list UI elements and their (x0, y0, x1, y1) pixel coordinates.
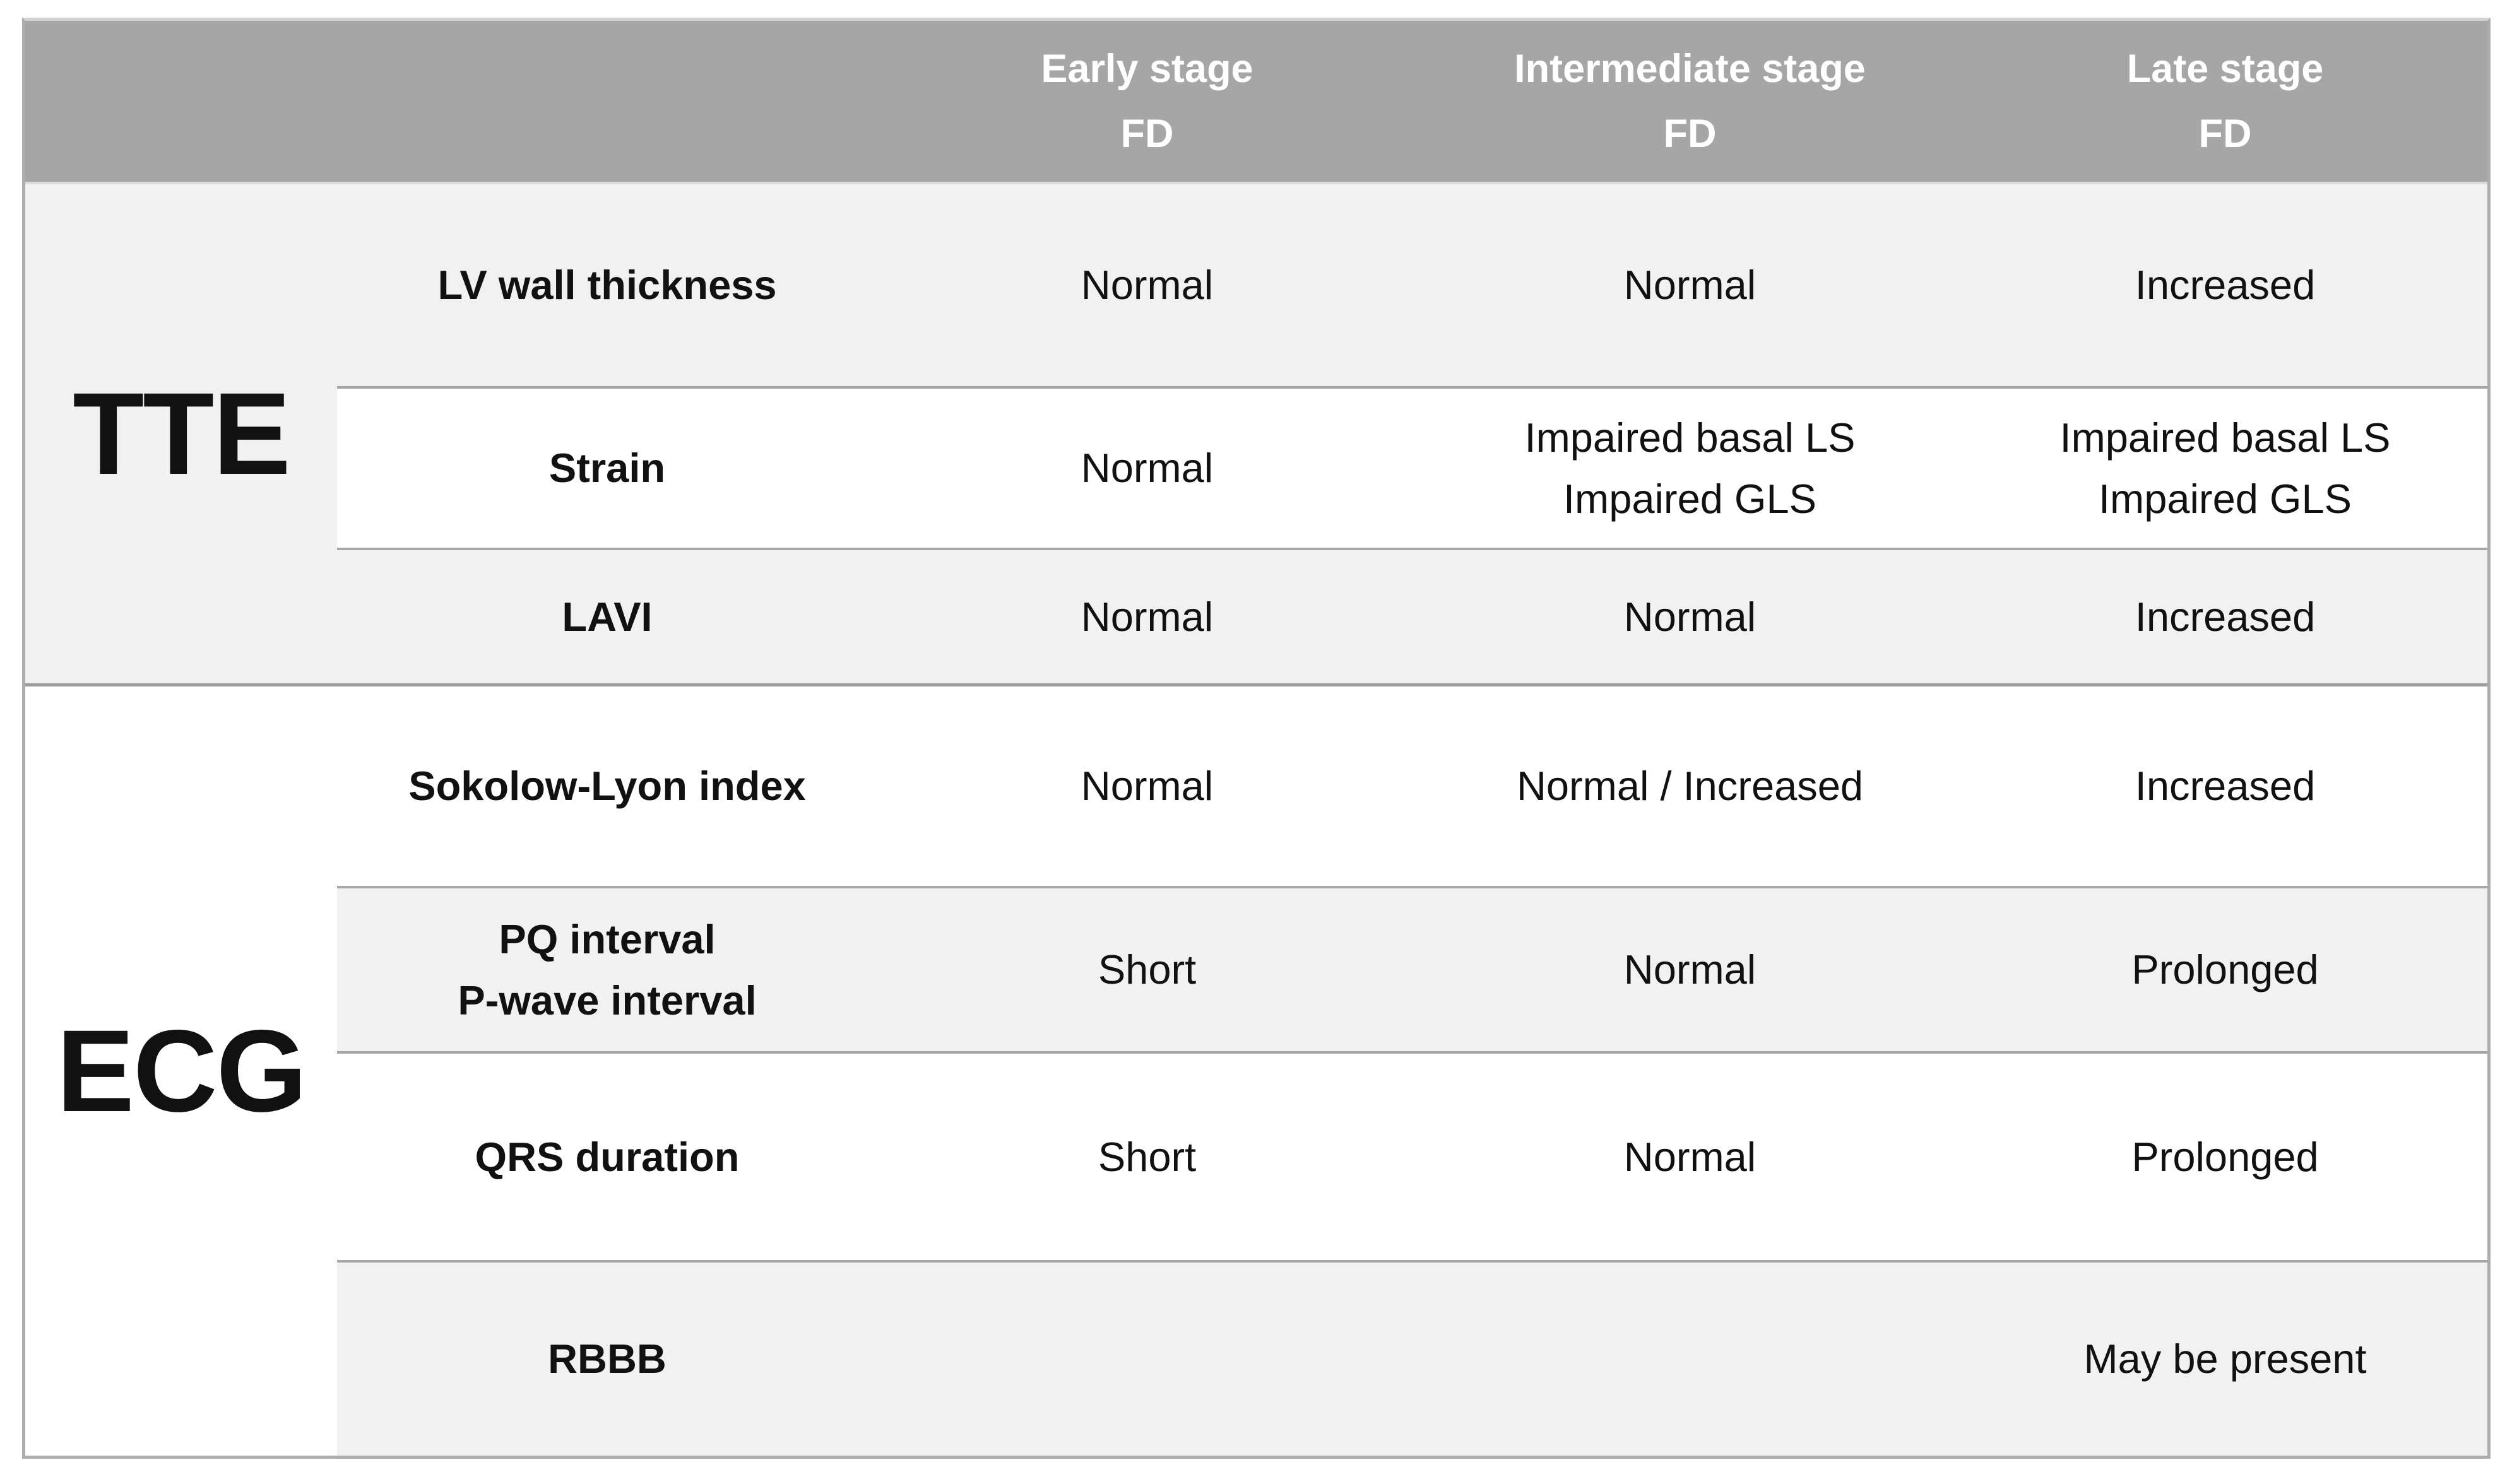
param-qrs-duration: QRS duration (337, 1051, 877, 1260)
rbbb-late-value: May be present (1963, 1260, 2487, 1456)
rbbb-early-value (877, 1260, 1417, 1456)
header-intermediate-stage: Intermediate stage FD (1417, 21, 1963, 184)
section-label-ecg: ECG (25, 683, 337, 1456)
header-early-stage: Early stage FD (877, 21, 1417, 184)
lavi-early-value: Normal (877, 548, 1417, 683)
pq-intermediate-value: Normal (1417, 886, 1963, 1051)
param-lavi: LAVI (337, 548, 877, 683)
strain-early-value: Normal (877, 386, 1417, 548)
qrs-early-value: Short (877, 1051, 1417, 1260)
rbbb-intermediate-value (1417, 1260, 1963, 1456)
pq-late-value: Prolonged (1963, 886, 2487, 1051)
param-rbbb: RBBB (337, 1260, 877, 1456)
header-late-stage: Late stage FD (1963, 21, 2487, 184)
qrs-late-value: Prolonged (1963, 1051, 2487, 1260)
header-spacer-cell (25, 21, 877, 184)
fd-staging-table: Early stage FD Intermediate stage FD Lat… (22, 18, 2491, 1459)
qrs-intermediate-value: Normal (1417, 1051, 1963, 1260)
param-lv-wall-thickness: LV wall thickness (337, 184, 877, 386)
param-pq-interval: PQ interval P-wave interval (337, 886, 877, 1051)
strain-late-value: Impaired basal LS Impaired GLS (1963, 386, 2487, 548)
pq-early-value: Short (877, 886, 1417, 1051)
lv-early-value: Normal (877, 184, 1417, 386)
lavi-late-value: Increased (1963, 548, 2487, 683)
param-sokolow-lyon-index: Sokolow-Lyon index (337, 683, 877, 886)
sokolow-late-value: Increased (1963, 683, 2487, 886)
lv-intermediate-value: Normal (1417, 184, 1963, 386)
param-strain: Strain (337, 386, 877, 548)
lavi-intermediate-value: Normal (1417, 548, 1963, 683)
sokolow-early-value: Normal (877, 683, 1417, 886)
section-label-tte: TTE (25, 184, 337, 683)
sokolow-intermediate-value: Normal / Increased (1417, 683, 1963, 886)
strain-intermediate-value: Impaired basal LS Impaired GLS (1417, 386, 1963, 548)
lv-late-value: Increased (1963, 184, 2487, 386)
